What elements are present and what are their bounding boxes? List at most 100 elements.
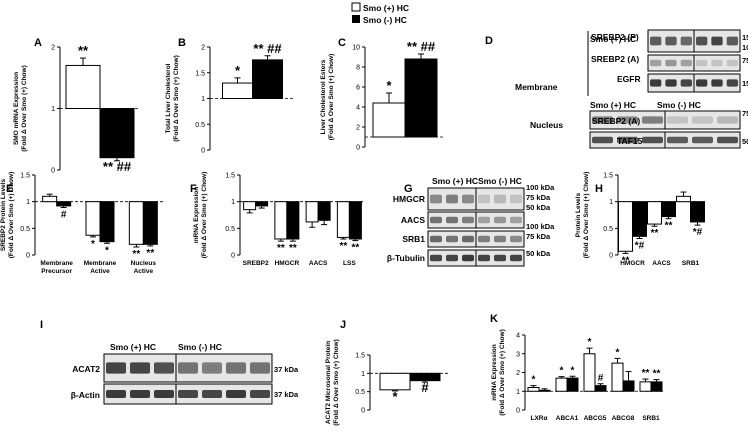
blot-band bbox=[650, 59, 662, 67]
y-axis-label-line: (Fold Δ Over Smo (+) Chow) bbox=[499, 329, 506, 415]
chart-C: C 0 2 4 6 8 10 Liver Cholesterol Esters(Fold Δ … bbox=[320, 37, 445, 152]
blot-band bbox=[696, 36, 708, 46]
blot-G-kda: 75 kDa bbox=[526, 193, 551, 202]
y-tick-label: 0.5 bbox=[603, 226, 613, 233]
blot-band bbox=[478, 194, 490, 204]
significance-label: ** ## bbox=[103, 159, 132, 174]
panel-letter-K: K bbox=[490, 313, 498, 325]
blot-band bbox=[178, 390, 198, 398]
blot-D-nuc-band-srebp2a: SREBP2 (A) bbox=[592, 116, 640, 126]
y-tick-label: 1 bbox=[609, 199, 613, 206]
significance-label: # bbox=[421, 380, 429, 395]
significance-label: ** bbox=[339, 241, 347, 252]
blot-band bbox=[680, 59, 692, 67]
y-axis-label-line: (Fold Δ Over Smo (+) Chow) bbox=[328, 54, 335, 140]
bar bbox=[639, 381, 652, 392]
bar bbox=[252, 59, 283, 99]
significance-label: * bbox=[91, 239, 95, 250]
bar bbox=[128, 201, 144, 245]
y-tick-label: 8 bbox=[356, 65, 360, 72]
chart-A: A 0 1 2 SMO mRNA Expression(Fold Δ Over Smo … bbox=[13, 37, 140, 175]
blot-band bbox=[650, 79, 662, 87]
y-axis-label: SREBP2 Protein Levels(Fold Δ Over Smo (+… bbox=[0, 172, 15, 258]
blot-G-band-aacs: AACS bbox=[401, 215, 425, 225]
y-axis-label-line: (Fold Δ Over Smo (+) Chow) bbox=[333, 339, 340, 425]
y-tick-label: 1 bbox=[516, 389, 520, 396]
bar bbox=[622, 380, 635, 392]
blot-band bbox=[592, 136, 613, 144]
category-label: SREBP2 bbox=[243, 260, 269, 267]
bar bbox=[85, 201, 101, 236]
blot-G-group-neg: Smo (-) HC bbox=[478, 176, 522, 186]
blot-band bbox=[178, 362, 198, 374]
panel-letter-G: G bbox=[404, 183, 413, 195]
bar bbox=[611, 362, 624, 392]
blot-D-kda: 75 kDa bbox=[742, 109, 748, 118]
category-label: Precursor bbox=[41, 268, 72, 275]
y-axis-label-line: (Fold Δ Over Smo (+) Chow) bbox=[201, 172, 208, 258]
panel-letter-A: A bbox=[34, 37, 42, 49]
panel-letter-C: C bbox=[338, 37, 346, 49]
panel-letter-H: H bbox=[595, 183, 603, 195]
blot-band bbox=[106, 362, 126, 374]
y-tick-label: 1.5 bbox=[603, 173, 613, 180]
significance-label: * bbox=[616, 347, 620, 358]
category-label: AACS bbox=[652, 260, 671, 267]
blot-band bbox=[130, 362, 150, 374]
blot-G-group-pos: Smo (+) HC bbox=[432, 176, 478, 186]
y-tick-label: 6 bbox=[356, 85, 360, 92]
blot-band bbox=[726, 79, 738, 87]
bar bbox=[618, 201, 633, 252]
blot-D-kda: 50 kDa bbox=[742, 137, 748, 146]
bar bbox=[690, 201, 705, 223]
y-axis-label-line: SMO mRNA Expression bbox=[13, 72, 20, 145]
bar bbox=[404, 58, 438, 138]
panel-letter-B: B bbox=[178, 37, 186, 49]
y-axis-label-line: (Fold Δ Over Smo (+) Chow) bbox=[21, 65, 28, 151]
y-tick-label: 1.5 bbox=[355, 353, 365, 360]
bar bbox=[566, 377, 579, 392]
y-axis-label-line: (Fold Δ Over Smo (+) Chow) bbox=[173, 55, 180, 141]
significance-label: * bbox=[571, 365, 575, 376]
y-tick-label: 0 bbox=[516, 408, 520, 415]
chart-E: E 0 0.5 1 1.5 SREBP2 Protein Levels(Fold Δ Ov… bbox=[0, 172, 165, 275]
category-label: HMGCR bbox=[620, 260, 645, 267]
bar bbox=[65, 64, 101, 109]
blot-band bbox=[226, 390, 246, 398]
y-tick-label: 0 bbox=[51, 168, 55, 175]
blot-band bbox=[462, 194, 474, 204]
blot-band bbox=[430, 235, 442, 243]
blot-band bbox=[510, 194, 522, 204]
y-tick-label: 1.5 bbox=[195, 70, 205, 77]
significance-label: ** bbox=[351, 243, 359, 254]
blot-band bbox=[650, 36, 662, 46]
bar bbox=[632, 201, 647, 237]
category-label: HMGCR bbox=[275, 260, 300, 267]
blot-band bbox=[692, 136, 713, 144]
blot-I-kda: 37 kDa bbox=[274, 365, 299, 374]
blot-D-nuc-group-pos: Smo (+) HC bbox=[590, 100, 636, 110]
y-tick-label: 0 bbox=[356, 145, 360, 152]
blot-band bbox=[510, 254, 522, 262]
blot-G-kda: 75 kDa bbox=[526, 232, 551, 241]
bar bbox=[661, 201, 676, 218]
blot-band bbox=[154, 390, 174, 398]
significance-label: * bbox=[560, 366, 564, 377]
blot-band bbox=[726, 36, 738, 46]
significance-label: ** bbox=[78, 43, 89, 58]
blot-band bbox=[665, 79, 677, 87]
blot-G-band-srb1: SRB1 bbox=[402, 234, 425, 244]
bar bbox=[538, 389, 551, 392]
y-axis-label-line: ACAT2 Microsomal Protein bbox=[325, 341, 332, 424]
blot-band bbox=[494, 194, 506, 204]
bar bbox=[99, 108, 135, 159]
bar bbox=[317, 201, 331, 221]
y-tick-label: 0 bbox=[361, 408, 365, 415]
blot-band bbox=[510, 235, 522, 243]
significance-label: ** bbox=[665, 221, 673, 232]
blot-G-kda: 100 kDa bbox=[526, 222, 555, 231]
y-tick-label: 0 bbox=[26, 253, 30, 260]
y-tick-label: 1 bbox=[51, 106, 55, 113]
